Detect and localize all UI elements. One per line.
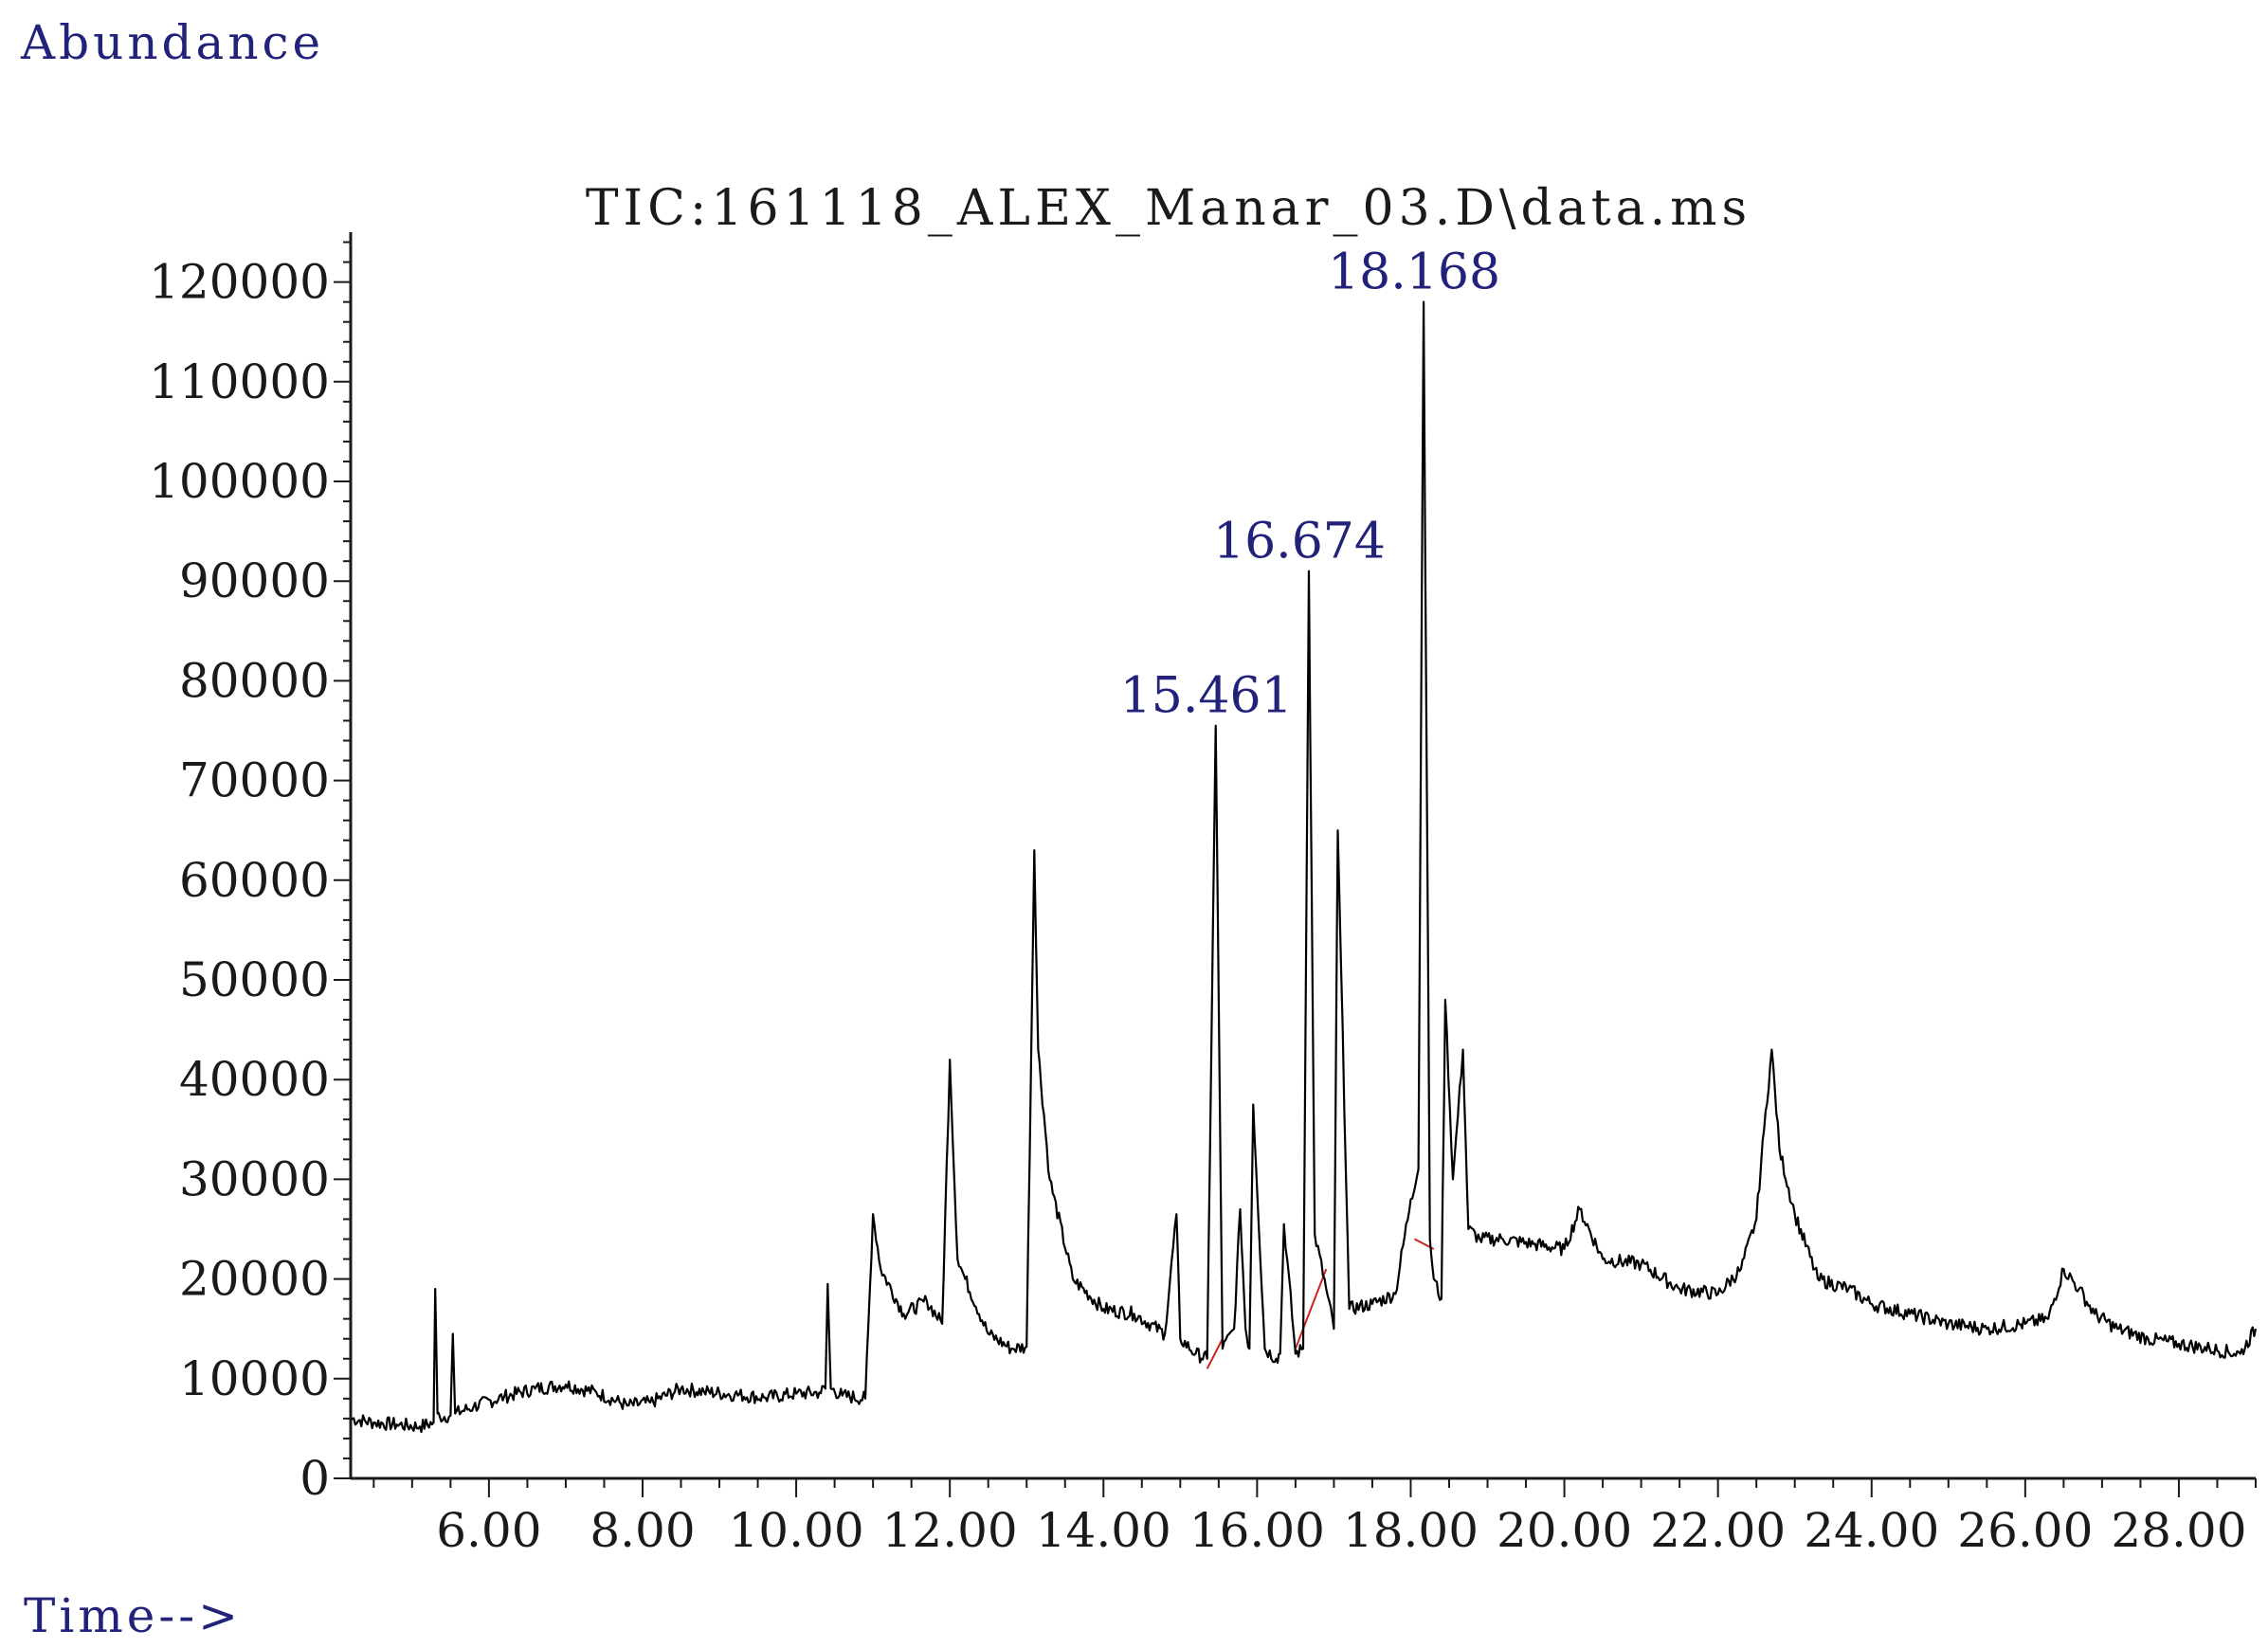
y-tick-label: 60000 [179,853,330,908]
x-tick-label: 12.00 [882,1503,1018,1558]
baseline-segment [1294,1268,1328,1349]
x-tick-label: 10.00 [729,1503,864,1558]
x-tick-label: 22.00 [1650,1503,1786,1558]
x-tick-label: 14.00 [1036,1503,1171,1558]
y-tick-label: 90000 [179,553,330,608]
y-axis-label: Abundance [20,15,324,70]
x-tick-label: 24.00 [1804,1503,1939,1558]
chart-title: TIC:161118_ALEX_Manar_03.D\data.ms [586,180,1751,237]
peak-label: 16.674 [1213,514,1386,570]
y-tick-label: 70000 [179,753,330,808]
x-axis-label: Time--> [24,1588,242,1643]
series-group [350,300,2258,1434]
y-tick-label: 120000 [149,255,330,310]
y-tick-label: 40000 [179,1052,330,1107]
baseline-segment [1206,1338,1224,1369]
y-tick-label: 110000 [149,354,330,409]
peak-label: 15.461 [1120,668,1293,725]
x-tick-labels: 6.00 8.00 10.00 12.00 14.00 16.00 18.00 20.00 22… [436,1503,2246,1558]
x-tick-label: 26.00 [1957,1503,2093,1558]
y-tick-label: 30000 [179,1151,330,1206]
x-tick-label: 28.00 [2111,1503,2246,1558]
x-tick-label: 20.00 [1497,1503,1632,1558]
y-minor-ticks [334,241,351,1479]
y-tick-labels: 0 10000 20000 30000 40000 50000 60000 70000 8000… [149,255,330,1506]
y-tick-label: 100000 [149,454,330,509]
y-tick-label: 50000 [179,952,330,1007]
x-tick-label: 18.00 [1343,1503,1479,1558]
axes [349,232,2256,1480]
y-tick-label: 20000 [179,1252,330,1307]
x-minor-ticks [372,1478,2257,1497]
peak-labels: 15.461 16.674 18.168 [1120,244,1500,725]
peak-label: 18.168 [1328,244,1500,301]
x-tick-label: 16.00 [1189,1503,1325,1558]
tic-trace [350,300,2258,1434]
x-tick-label: 6.00 [436,1503,541,1558]
x-tick-label: 8.00 [590,1503,695,1558]
y-tick-label: 10000 [179,1351,330,1406]
y-tick-label: 0 [299,1451,330,1506]
y-tick-label: 80000 [179,653,330,708]
